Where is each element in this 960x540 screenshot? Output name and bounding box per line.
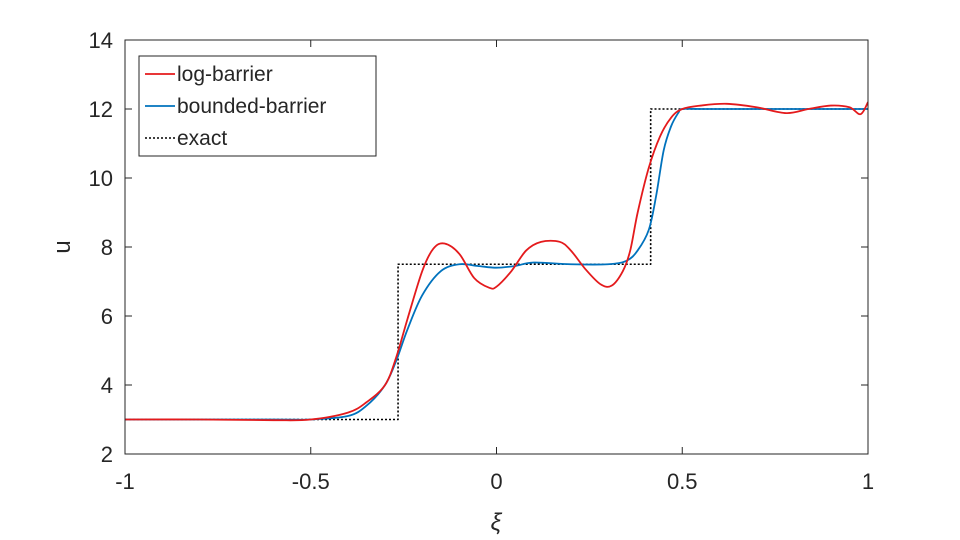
y-tick-label: 10 <box>89 166 113 191</box>
series-line-log-barrier <box>125 101 868 422</box>
legend-label: log-barrier <box>177 63 273 86</box>
x-tick-label: -0.5 <box>292 469 330 494</box>
y-tick-label: 6 <box>101 304 113 329</box>
y-tick-label: 14 <box>89 28 113 53</box>
y-tick-label: 2 <box>101 442 113 467</box>
y-tick-label: 8 <box>101 235 113 260</box>
x-tick-label: 1 <box>862 469 874 494</box>
y-tick-label: 4 <box>101 373 113 398</box>
legend: log-barrier bounded-barrier exact <box>138 55 377 157</box>
x-tick-label: -1 <box>115 469 135 494</box>
x-tick-label: 0 <box>490 469 502 494</box>
legend-label: exact <box>177 127 227 150</box>
y-axis-label: u <box>49 240 76 253</box>
legend-box <box>138 55 377 157</box>
x-tick-label: 0.5 <box>667 469 698 494</box>
x-axis-label: ξ <box>491 509 503 536</box>
legend-label: bounded-barrier <box>177 95 326 118</box>
y-tick-label: 12 <box>89 97 113 122</box>
axes-box <box>124 39 869 455</box>
series-layer <box>125 101 868 422</box>
